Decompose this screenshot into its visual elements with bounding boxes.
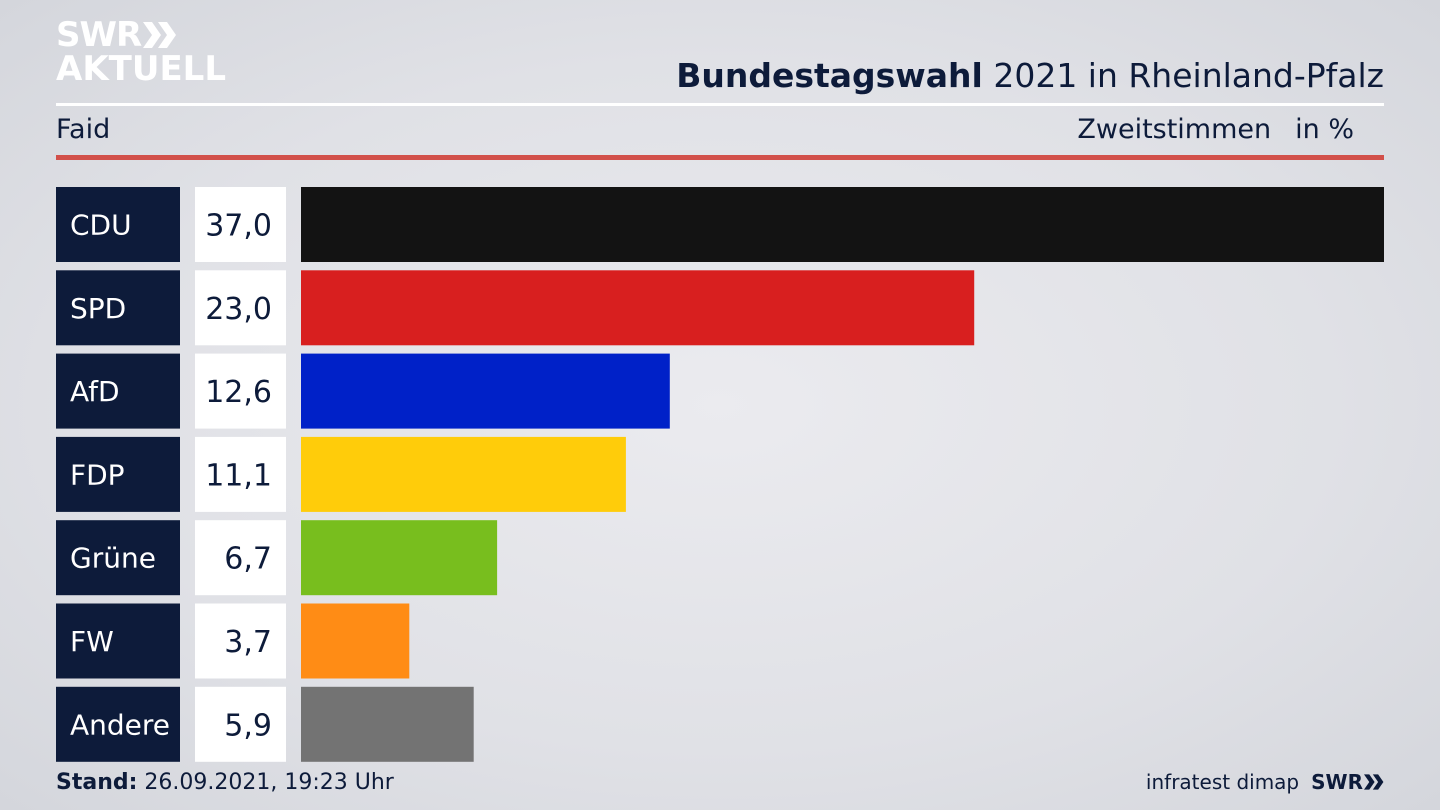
party-label-andere: Andere <box>70 708 170 741</box>
logo-chevron-icon <box>143 22 177 48</box>
measure-label: Zweitstimmen in % <box>1077 114 1354 145</box>
value-label-fw: 3,7 <box>224 625 272 660</box>
swr-aktuell-logo: SWR AKTUELL <box>56 18 226 86</box>
party-label-fdp: FDP <box>70 458 125 491</box>
region-label: Faid <box>56 114 111 145</box>
chart-title: Bundestagswahl 2021 in Rheinland-Pfalz <box>676 56 1384 95</box>
title-bold: Bundestagswahl <box>676 56 983 95</box>
party-label-box-andere <box>56 686 180 762</box>
stand-label: Stand: <box>56 770 138 795</box>
header-divider <box>56 103 1384 106</box>
bar-spd <box>301 270 975 346</box>
value-box-andere <box>195 686 286 762</box>
value-label-cdu: 37,0 <box>205 209 272 244</box>
party-label-cdu: CDU <box>70 209 132 242</box>
party-label-afd: AfD <box>70 375 120 408</box>
party-label-box-fdp <box>56 436 180 512</box>
value-box-fw <box>195 603 286 679</box>
bar-andere <box>301 686 474 762</box>
bar-fdp <box>301 436 626 512</box>
value-box-spd <box>195 270 286 346</box>
value-label-gr-ne: 6,7 <box>224 542 272 577</box>
logo-line2: AKTUELL <box>56 49 227 89</box>
source-label: infratest dimap <box>1145 770 1300 794</box>
party-label-box-spd <box>56 270 180 346</box>
value-label-andere: 5,9 <box>224 708 272 743</box>
logo-line1: SWR <box>56 15 142 55</box>
stand-value: 26.09.2021, 19:23 Uhr <box>137 770 394 795</box>
swr-footer-logo: SWR <box>1311 770 1384 794</box>
party-label-box-fw <box>56 603 180 679</box>
party-label-box-gr-ne <box>56 520 180 596</box>
title-rest: 2021 in Rheinland-Pfalz <box>982 56 1384 95</box>
party-label-box-cdu <box>56 187 180 262</box>
bar-cdu <box>301 187 1384 262</box>
value-label-afd: 12,6 <box>205 375 272 410</box>
measure-name: Zweitstimmen <box>1077 114 1272 145</box>
bar-fw <box>301 603 410 679</box>
value-box-afd <box>195 353 286 429</box>
value-box-gr-ne <box>195 520 286 596</box>
swr-footer-text: SWR <box>1311 770 1363 794</box>
unit-label: in % <box>1295 114 1354 145</box>
party-label-gr-ne: Grüne <box>70 542 156 575</box>
bar-afd <box>301 353 670 429</box>
value-box-fdp <box>195 436 286 512</box>
accent-divider <box>56 155 1384 160</box>
swr-chevron-icon <box>1364 774 1384 790</box>
value-label-fdp: 11,1 <box>205 458 272 493</box>
bar-gr-ne <box>301 520 498 596</box>
party-label-fw: FW <box>70 625 114 658</box>
party-label-box-afd <box>56 353 180 429</box>
party-label-spd: SPD <box>70 292 126 325</box>
value-box-cdu <box>195 187 286 262</box>
timestamp: Stand: 26.09.2021, 19:23 Uhr <box>56 770 394 795</box>
value-label-spd: 23,0 <box>205 292 272 327</box>
source-credit: infratest dimap SWR <box>1146 770 1384 794</box>
